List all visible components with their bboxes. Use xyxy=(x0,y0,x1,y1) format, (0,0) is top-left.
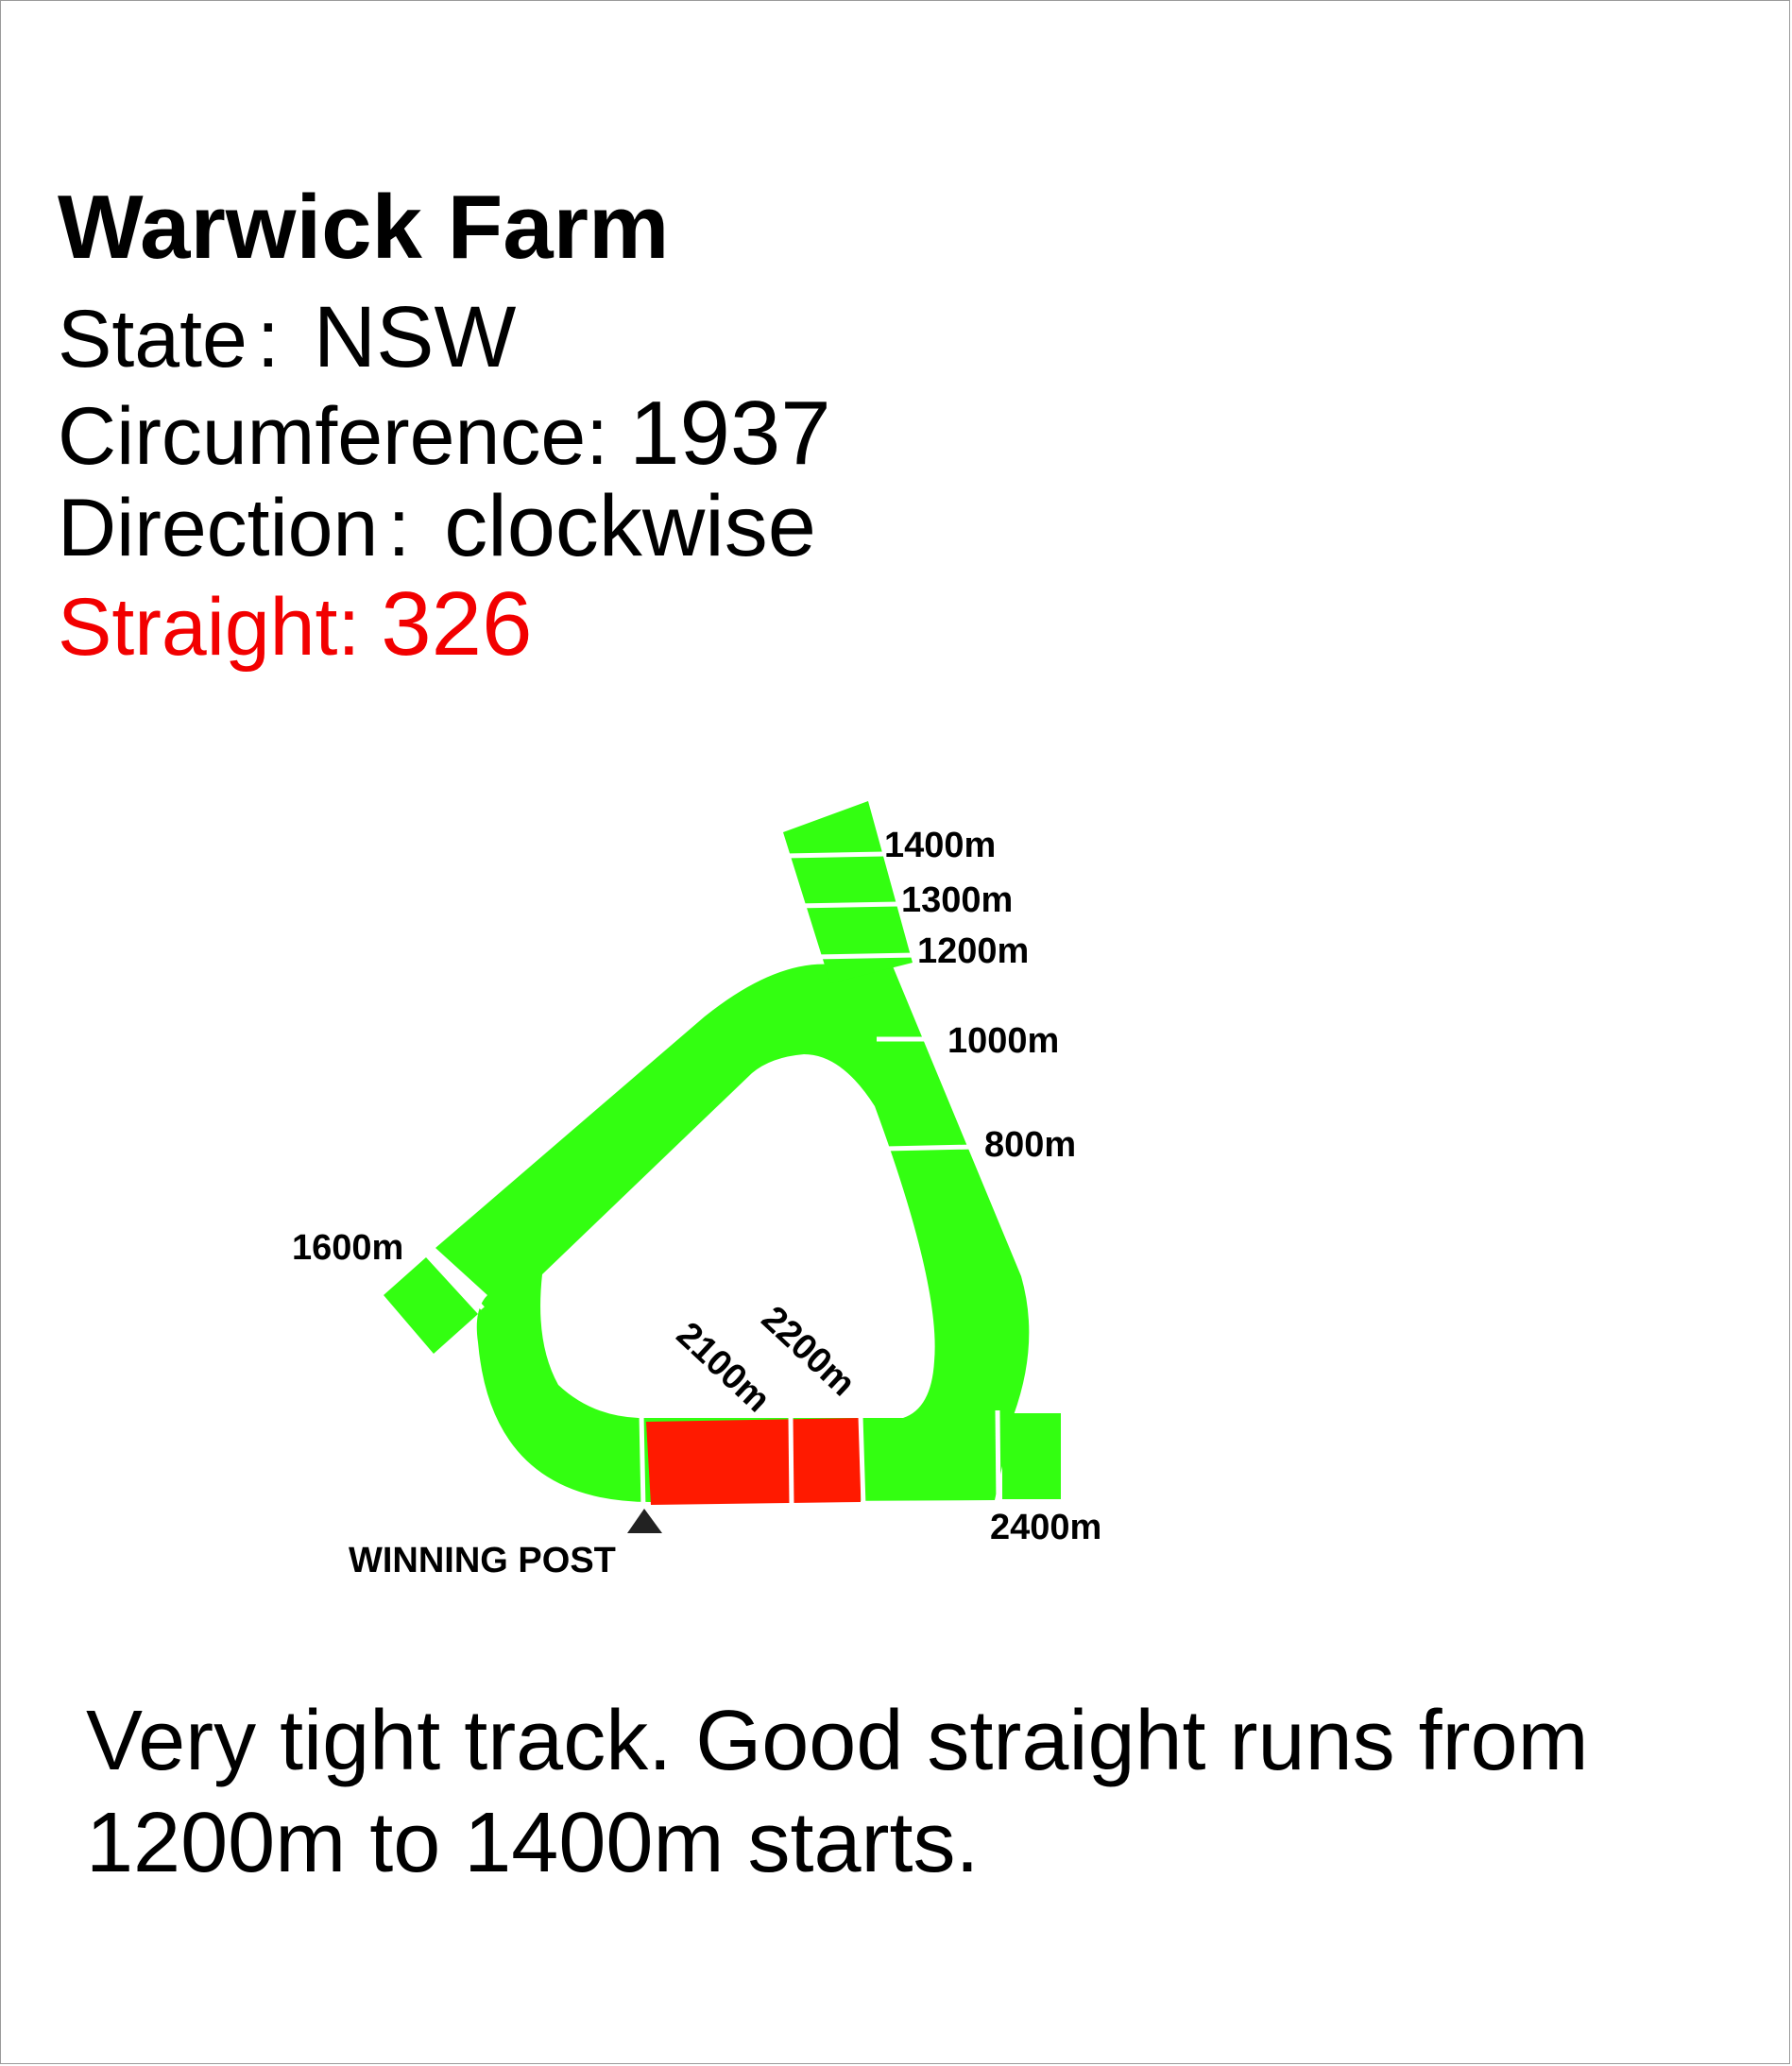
direction-value: clockwise xyxy=(444,478,816,574)
state-value: NSW xyxy=(313,289,517,385)
divider-800 xyxy=(884,1144,975,1152)
track-loop xyxy=(435,946,1030,1503)
chute-1600 xyxy=(384,1257,478,1354)
circumference-value: 1937 xyxy=(629,383,831,484)
circumference-row: Circumference: 1937 xyxy=(58,388,831,479)
direction-label: Direction xyxy=(58,483,379,573)
divider-1600 xyxy=(429,1248,485,1310)
divider-2100 xyxy=(788,1415,794,1507)
winning-post-marker xyxy=(627,1509,662,1533)
label-1600: 1600m xyxy=(292,1228,403,1268)
state-label: State xyxy=(58,294,247,384)
divider-1300 xyxy=(794,901,899,909)
direction-colon: : xyxy=(387,483,411,573)
label-1400: 1400m xyxy=(884,826,996,865)
distance-dividers xyxy=(429,851,1001,1509)
divider-2200 xyxy=(858,1415,866,1507)
direction-row: Direction: clockwise xyxy=(58,483,816,570)
chute-2400 xyxy=(1002,1413,1061,1499)
label-2400: 2400m xyxy=(990,1508,1101,1547)
label-1300: 1300m xyxy=(901,880,1013,920)
label-800: 800m xyxy=(984,1125,1076,1165)
label-1200: 1200m xyxy=(917,931,1029,971)
straight-label: Straight: xyxy=(58,582,361,673)
track-course xyxy=(384,801,1061,1509)
track-note: Very tight track. Good straight runs fro… xyxy=(86,1694,1589,1890)
home-straight xyxy=(646,1418,861,1505)
track-name: Warwick Farm xyxy=(58,177,670,278)
state-row: State: NSW xyxy=(58,294,516,381)
straight-value: 326 xyxy=(381,573,533,674)
divider-1200 xyxy=(812,952,916,960)
divider-1400 xyxy=(784,851,885,859)
circumference-label: Circumference: xyxy=(58,391,609,482)
straight-row: Straight: 326 xyxy=(58,579,532,670)
state-colon: : xyxy=(256,294,280,384)
label-winning-post: WINNING POST xyxy=(349,1541,616,1580)
divider-post xyxy=(639,1413,646,1509)
top-chute xyxy=(783,801,913,983)
label-1000: 1000m xyxy=(947,1021,1059,1061)
